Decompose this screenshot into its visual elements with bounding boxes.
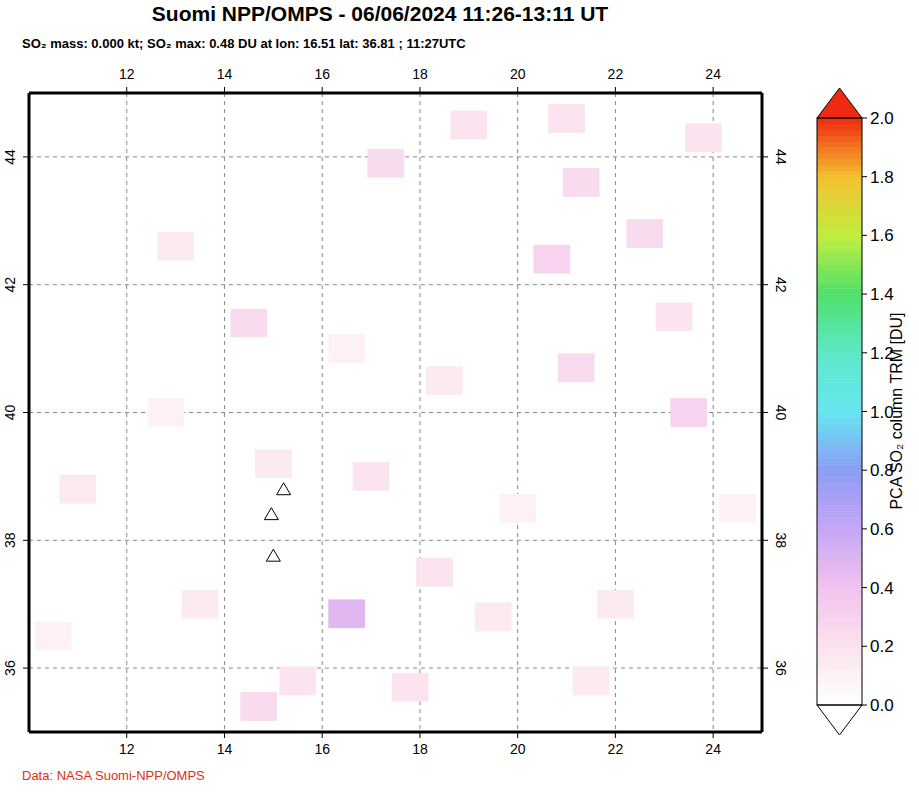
- svg-text:16: 16: [314, 741, 330, 757]
- svg-text:12: 12: [119, 741, 135, 757]
- svg-text:2.0: 2.0: [870, 109, 894, 128]
- html-text:Suomi NPP/OMPS - 06/06/2024 11: Suomi NPP/OMPS - 06/06/2024 11:26-13:11 …: [151, 2, 609, 25]
- svg-text:20: 20: [510, 741, 526, 757]
- svg-text:44: 44: [8, 149, 18, 165]
- svg-text:0.8: 0.8: [870, 461, 894, 480]
- svg-text:0.4: 0.4: [870, 579, 894, 598]
- svg-text:44: 44: [773, 149, 789, 165]
- svg-text:24: 24: [705, 66, 721, 82]
- svg-text:24: 24: [705, 741, 721, 757]
- svg-text:12: 12: [119, 66, 135, 82]
- svg-text:40: 40: [8, 405, 18, 421]
- svg-text:1.6: 1.6: [870, 226, 894, 245]
- svg-text:22: 22: [608, 741, 624, 757]
- svg-text:38: 38: [8, 532, 18, 548]
- svg-text:36: 36: [773, 660, 789, 676]
- svg-text:18: 18: [412, 66, 428, 82]
- svg-text:0.0: 0.0: [870, 696, 894, 715]
- svg-text:1.4: 1.4: [870, 285, 894, 304]
- svg-text:0.6: 0.6: [870, 520, 894, 539]
- svg-text:14: 14: [217, 741, 233, 757]
- svg-text:22: 22: [608, 66, 624, 82]
- svg-text:18: 18: [412, 741, 428, 757]
- svg-text:38: 38: [773, 533, 789, 549]
- svg-text:0.2: 0.2: [870, 637, 894, 656]
- svg-text:20: 20: [510, 66, 526, 82]
- svg-text:PCA SO₂ column TRM [DU]: PCA SO₂ column TRM [DU]: [888, 312, 905, 509]
- svg-text:1.2: 1.2: [870, 344, 894, 363]
- svg-text:1.8: 1.8: [870, 168, 894, 187]
- svg-text:40: 40: [773, 405, 789, 421]
- html-text:Data: NASA Suomi-NPP/OMPS: Data: NASA Suomi-NPP/OMPS: [22, 768, 205, 783]
- svg-text:1.0: 1.0: [870, 403, 894, 422]
- svg-text:14: 14: [217, 66, 233, 82]
- svg-text:36: 36: [8, 660, 18, 676]
- svg-text:42: 42: [773, 277, 789, 293]
- html-text:SO₂ mass: 0.000 kt; SO₂ max: 0: SO₂ mass: 0.000 kt; SO₂ max: 0.48 DU at …: [22, 36, 466, 51]
- svg-text:42: 42: [8, 277, 18, 293]
- svg-text:16: 16: [314, 66, 330, 82]
